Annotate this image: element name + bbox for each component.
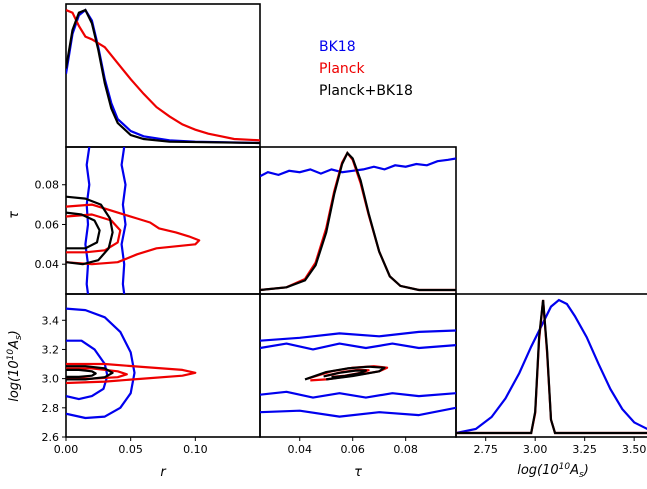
tau-r-contour-planck-0 [66,203,201,266]
r-xtick-label: 0.00 [54,443,79,456]
as-tau-contour-bk18-0 [260,329,456,342]
log-as-xtick-label: 3.50 [622,443,647,456]
r-marginal-planck [66,8,260,142]
tau-ytick-label: 0.08 [35,179,60,192]
log-as-ytick-label: 2.6 [42,431,60,444]
as-label-a: A [569,463,579,478]
log-as-marginal-bk18 [456,298,647,435]
as-tau-contour-bk18-2 [260,390,456,399]
panel-as-marginal-frame [455,293,647,438]
as-r-contour-planck-bk18-0 [66,365,114,381]
log-as-marginal-planck-bk18 [456,299,647,435]
log-as-xtick-label: 3.25 [572,443,597,456]
panel-as-r-frame [65,293,261,438]
as-r-contour-planck-0 [66,362,197,385]
tau-xtick-label: 0.06 [340,443,365,456]
as-y-label-close: ) [7,330,22,336]
as-r-contour-bk18-0 [66,307,136,420]
tau-r-contour-bk18-1 [120,147,127,294]
as-label-exponent: 10 [559,462,571,472]
tau-r-contour-planck-1 [66,213,122,254]
legend-label-planck-bk18: Planck+BK18 [319,83,413,99]
legend-label-planck: Planck [319,61,365,77]
log-as-ytick-label: 3.4 [42,314,60,327]
as-r-contour-planck-bk18-1 [66,368,97,378]
log-as-xtick-label: 3.00 [523,443,548,456]
log-as-xtick-label: 2.75 [473,443,498,456]
log-as-ytick-label: 3.2 [42,343,60,356]
x-axis-label-log-as: log(1010As) [517,462,589,480]
r-xtick-label: 0.05 [118,443,143,456]
y-axis-label-log-as: log(1010As) [6,330,24,402]
r-marginal-bk18 [66,8,260,145]
tau-ytick-label: 0.06 [35,218,60,231]
tau-xtick-label: 0.04 [287,443,312,456]
tau-r-contour-planck-bk18-0 [66,195,114,266]
log-as-ytick-label: 3.0 [42,373,60,386]
as-tau-contour-bk18-3 [260,406,456,418]
as-y-label-subscript: s [14,335,24,340]
panel-r-marginal-frame [65,3,261,148]
as-y-label-exponent: 10 [6,349,16,361]
tau-r-contour-bk18-0 [84,147,91,294]
as-label-base: log(10 [517,463,558,478]
as-label-close: ) [583,463,589,478]
tau-xtick-label: 0.08 [393,443,418,456]
as-label-subscript: s [579,470,584,480]
plot-layer [66,8,647,435]
as-tau-contour-planck-bk18-0 [304,365,386,381]
x-axis-label-r: r [160,465,167,480]
y-axis-label-tau: τ [7,211,22,219]
tick-layer: 0.00 0.05 0.10 0.04 0.06 0.08 2.75 3.00 3.25 3.50… [35,179,647,456]
tau-r-contour-planck-bk18-1 [66,211,101,250]
r-marginal-planck-bk18 [66,8,260,145]
log-as-ytick-label: 2.8 [42,402,60,415]
x-axis-label-tau: τ [354,465,362,480]
as-y-label-base: log(10 [7,360,22,401]
as-tau-contour-bk18-1 [260,342,456,351]
r-xtick-label: 0.10 [183,443,208,456]
as-y-label-a: A [7,340,22,350]
tau-marginal-planck-bk18 [260,151,456,292]
legend-label-bk18: BK18 [319,39,356,55]
tau-ytick-label: 0.04 [35,258,60,271]
as-tau-contour-planck-bk18-1 [323,369,367,379]
